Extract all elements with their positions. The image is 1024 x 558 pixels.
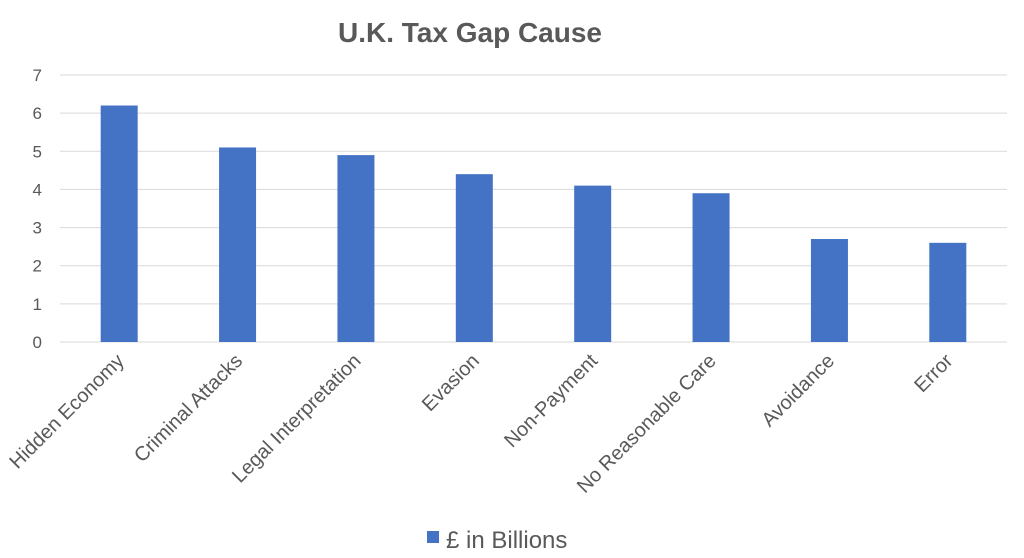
bar-hidden-economy xyxy=(100,105,138,342)
category-label: Non-Payment xyxy=(500,350,602,452)
y-axis-ticks: 0 1 2 3 4 5 6 7 xyxy=(33,66,42,352)
y-tick-label: 3 xyxy=(33,219,42,238)
y-tick-label: 2 xyxy=(33,257,42,276)
category-label: Hidden Economy xyxy=(5,350,128,473)
bar-legal-interpretation xyxy=(337,155,375,342)
bar-non-payment xyxy=(574,185,612,342)
category-label: Evasion xyxy=(418,350,484,416)
y-tick-label: 5 xyxy=(33,142,42,161)
bar-criminal-attacks xyxy=(219,147,257,342)
legend-label: £ in Billions xyxy=(446,527,567,554)
bar-evasion xyxy=(455,174,493,342)
y-tick-label: 1 xyxy=(33,295,42,314)
y-tick-label: 0 xyxy=(33,333,42,352)
chart-title: U.K. Tax Gap Cause xyxy=(338,17,602,48)
bars xyxy=(100,105,967,342)
bar-avoidance xyxy=(810,239,848,342)
category-label: Error xyxy=(910,350,957,397)
bar-no-reasonable-care xyxy=(692,193,730,342)
category-label: Legal Interpretation xyxy=(228,350,365,487)
y-tick-label: 6 xyxy=(33,104,42,123)
y-tick-label: 4 xyxy=(33,180,42,199)
legend: £ in Billions xyxy=(427,527,567,554)
legend-swatch xyxy=(427,531,439,543)
category-label: Avoidance xyxy=(758,350,839,431)
bar-error xyxy=(929,242,967,342)
y-tick-label: 7 xyxy=(33,66,42,85)
gridlines xyxy=(60,74,1007,343)
category-label: Criminal Attacks xyxy=(130,350,247,467)
